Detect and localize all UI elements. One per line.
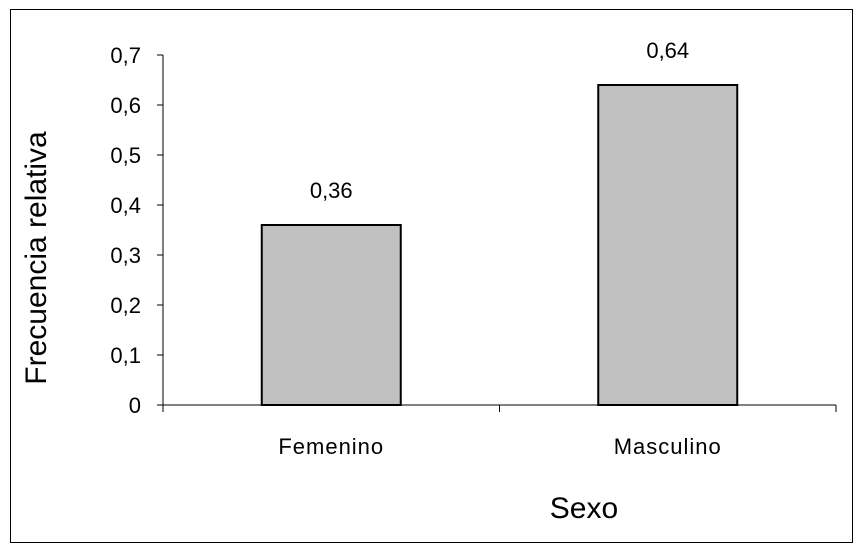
bars: 0,36 Femenino 0,64 Masculino (260, 38, 739, 459)
y-tick-label: 0 (129, 393, 141, 418)
y-tick-label: 0,6 (110, 93, 141, 118)
data-label: 0,64 (646, 38, 689, 63)
y-tick-label: 0,4 (110, 193, 141, 218)
x-tick-label: Femenino (278, 434, 384, 459)
y-tick-label: 0,7 (110, 43, 141, 68)
y-tick-label: 0,1 (110, 343, 141, 368)
x-axis (162, 404, 837, 412)
y-tick-label: 0,5 (110, 143, 141, 168)
data-label: 0,36 (310, 178, 353, 203)
y-axis: 0 0,1 0,2 0,3 0,4 0,5 0,6 0,7 (110, 43, 164, 418)
x-tick-label: Masculino (614, 434, 722, 459)
y-tick-label: 0,3 (110, 243, 141, 268)
bar-masculino (597, 84, 739, 406)
bar-femenino (260, 224, 402, 406)
y-tick-label: 0,2 (110, 293, 141, 318)
x-axis-title: Sexo (550, 492, 618, 525)
y-axis-title: Frecuencia relativa (20, 131, 53, 385)
chart-frame (10, 9, 853, 543)
